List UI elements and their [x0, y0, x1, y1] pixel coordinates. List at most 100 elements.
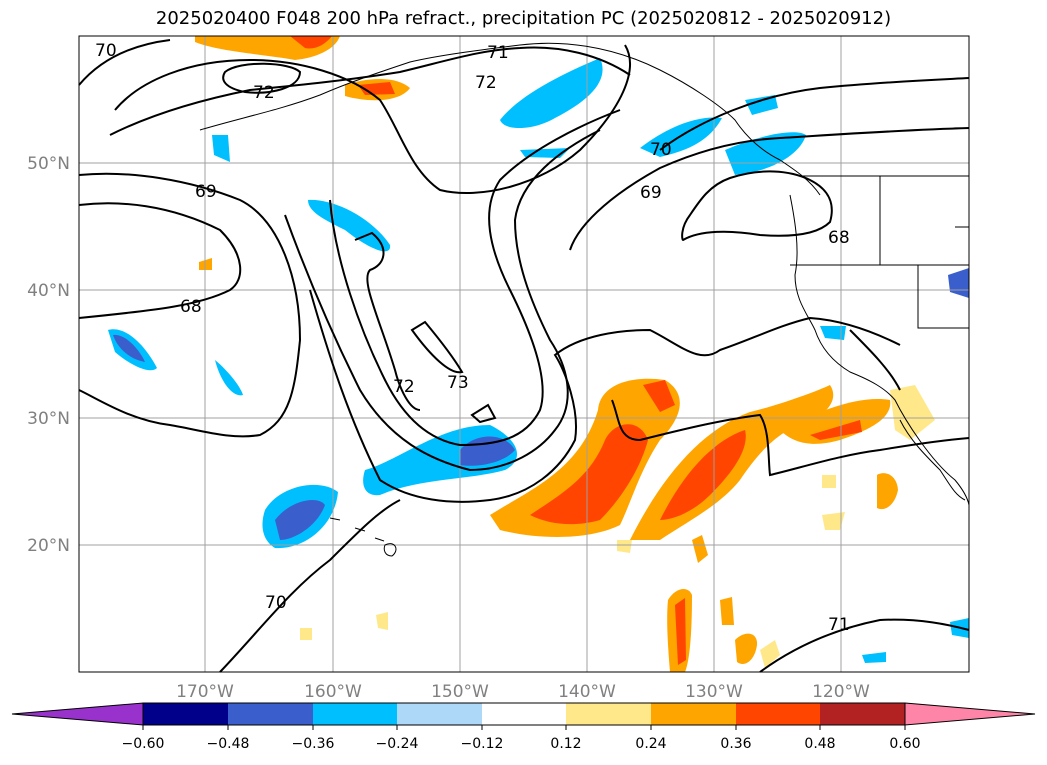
state-border-2: [790, 264, 969, 329]
contour-south: [219, 499, 401, 673]
coastlines: [199, 42, 970, 557]
colorbar-tick-label-6: 0.12: [550, 736, 581, 752]
pos-patch-22: [376, 612, 388, 630]
colorbar-extend-right: [904, 702, 1036, 726]
contour-label-68-east: 68: [828, 228, 850, 248]
contour-label-70-east: 70: [650, 140, 672, 160]
lon-labels: 170°W 160°W 150°W 140°W 130°W 120°W: [176, 682, 870, 702]
colorbar-ticks: [142, 725, 906, 730]
colorbar-tick-label-9: 0.48: [804, 736, 835, 752]
pos-patch-10: [780, 399, 891, 444]
contour-label-70-nw: 70: [95, 41, 117, 61]
contour-label-71-south: 71: [828, 615, 850, 635]
colorbar-tick-label-5: −0.12: [461, 736, 504, 752]
pos-patch-21: [300, 628, 312, 640]
contour-label-72-central: 72: [393, 377, 415, 397]
pos-patch-11: [810, 420, 862, 440]
contour-label-group: 70 71 72 72 69 70 69 68 68 72 73 70 71: [95, 41, 850, 635]
lon-label-130w: 130°W: [685, 682, 743, 702]
contour-label-68-west: 68: [180, 297, 202, 317]
contour-label-71-north: 71: [487, 43, 509, 63]
colorbar: −0.60 −0.48 −0.36 −0.24 −0.12 0.12 0.24 …: [11, 702, 1036, 752]
colorbar-segment-1: [143, 703, 228, 725]
colorbar-tick-label-2: −0.48: [207, 736, 250, 752]
colorbar-segment-4: [397, 703, 482, 725]
contour-73b: [470, 403, 497, 424]
colorbar-segment-7: [651, 703, 736, 725]
pos-patch-15: [692, 535, 708, 563]
lat-label-50n: 50°N: [27, 154, 70, 174]
map-frame: [78, 35, 970, 673]
lon-label-160w: 160°W: [304, 682, 362, 702]
pos-patch-2: [290, 36, 332, 49]
contour-label-72-north: 72: [475, 73, 497, 93]
na-coast: [789, 194, 970, 506]
map-title: 2025020400 F048 200 hPa refract., precip…: [155, 8, 892, 29]
refractivity-contours: [78, 39, 970, 673]
contour-73: [410, 320, 464, 374]
contour-label-69-west: 69: [195, 182, 217, 202]
pos-patch-17: [735, 633, 758, 665]
neg-patch-1: [500, 58, 603, 129]
contour-68-west: [78, 202, 242, 319]
colorbar-segment-2: [228, 703, 313, 725]
pos-patch-19: [890, 385, 935, 440]
contour-70-central: [309, 289, 901, 503]
pos-patch-6: [530, 424, 648, 525]
lon-label-140w: 140°W: [558, 682, 616, 702]
neg-patch-5: [725, 132, 806, 175]
contour-east-1: [611, 399, 970, 477]
pos-patch-23: [822, 475, 836, 488]
contour-label-72-nw: 72: [253, 83, 275, 103]
lon-label-170w: 170°W: [176, 682, 234, 702]
lat-label-30n: 30°N: [27, 409, 70, 429]
pos-patch-14: [675, 598, 686, 665]
colorbar-segment-3: [313, 703, 397, 725]
lat-labels: 50°N 40°N 30°N 20°N: [27, 154, 70, 556]
contour-71-south: [759, 618, 970, 673]
pos-patch-7: [643, 380, 675, 412]
lon-label-120w: 120°W: [812, 682, 870, 702]
colorbar-tick-label-10: 0.60: [889, 736, 920, 752]
contour-72-north: [114, 44, 631, 194]
contour-69-west: [78, 172, 302, 438]
colorbar-tick-label-3: −0.36: [292, 736, 335, 752]
contour-72-central: [284, 129, 601, 472]
pos-patch-18: [760, 640, 780, 668]
contour-small-loop: [222, 62, 302, 94]
neg-patch-18: [212, 135, 230, 162]
pos-patch-9: [660, 430, 746, 520]
neg-patch-15: [862, 652, 886, 663]
contour-ca: [849, 329, 901, 391]
neg-patch-17: [215, 360, 243, 396]
graticule: [79, 36, 969, 672]
colorbar-tick-label-8: 0.36: [720, 736, 751, 752]
pos-patch-24: [822, 512, 845, 530]
colorbar-outline: [142, 702, 906, 726]
contour-label-73: 73: [447, 373, 469, 393]
neg-patch-12: [275, 500, 325, 540]
pos-patch-16: [720, 597, 734, 625]
colorbar-extend-left: [11, 702, 144, 726]
colorbar-segment-8: [736, 703, 820, 725]
contour-label-69-east: 69: [640, 183, 662, 203]
colorbar-tick-label-7: 0.24: [635, 736, 666, 752]
contour-70-east: [659, 77, 970, 151]
neg-patch-4: [745, 95, 778, 115]
contour-label-70-south: 70: [265, 593, 287, 613]
contour-71-north: [109, 46, 631, 136]
contour-68-east: [681, 170, 833, 242]
colorbar-tick-label-1: −0.60: [122, 736, 165, 752]
neg-patch-3: [640, 117, 722, 157]
neg-patch-14: [820, 326, 846, 340]
baja-coast: [899, 419, 966, 501]
colorbar-segment-9: [820, 703, 905, 725]
alaska-coast: [199, 42, 821, 196]
lat-label-20n: 20°N: [27, 536, 70, 556]
contour-70-nw: [78, 39, 171, 86]
contour-71-central: [329, 109, 621, 447]
neg-patch-8: [113, 334, 145, 362]
contour-72-inner: [354, 231, 421, 411]
colorbar-segment-5: [482, 703, 566, 725]
